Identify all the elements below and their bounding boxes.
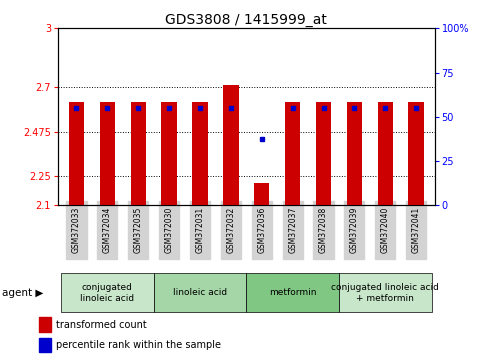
Text: conjugated
linoleic acid: conjugated linoleic acid — [80, 283, 134, 303]
Bar — [69, 102, 84, 205]
Bar — [61, 273, 154, 313]
Bar — [285, 102, 300, 205]
Bar — [99, 102, 115, 205]
Bar — [347, 102, 362, 205]
Bar — [378, 102, 393, 205]
Bar — [316, 102, 331, 205]
Text: percentile rank within the sample: percentile rank within the sample — [56, 340, 221, 350]
Bar — [39, 338, 51, 352]
Bar — [154, 273, 246, 313]
Text: agent ▶: agent ▶ — [2, 288, 44, 298]
Bar — [192, 102, 208, 205]
Text: linoleic acid: linoleic acid — [173, 289, 227, 297]
Text: conjugated linoleic acid
+ metformin: conjugated linoleic acid + metformin — [331, 283, 439, 303]
Text: metformin: metformin — [269, 289, 316, 297]
Title: GDS3808 / 1415999_at: GDS3808 / 1415999_at — [165, 13, 327, 27]
Bar — [39, 317, 51, 332]
Bar — [223, 85, 239, 205]
Bar — [409, 102, 424, 205]
Bar — [254, 183, 270, 205]
Bar — [130, 102, 146, 205]
Bar — [161, 102, 177, 205]
Bar — [246, 273, 339, 313]
Bar — [339, 273, 432, 313]
Text: transformed count: transformed count — [56, 320, 146, 330]
